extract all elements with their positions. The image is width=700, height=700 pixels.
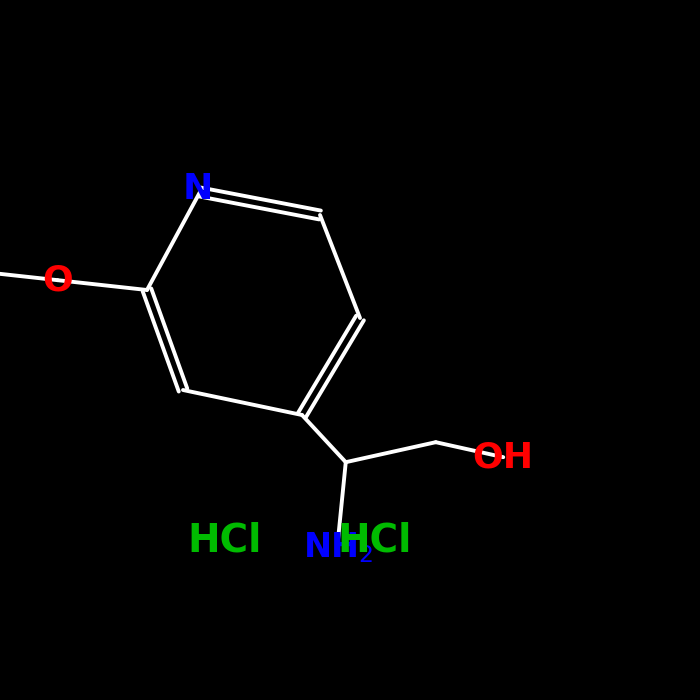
Text: HCl: HCl [188,521,262,559]
Text: N: N [183,172,214,206]
Text: NH$_2$: NH$_2$ [303,530,372,564]
Text: OH: OH [473,440,534,474]
Text: O: O [42,263,73,298]
Text: HCl: HCl [338,521,412,559]
